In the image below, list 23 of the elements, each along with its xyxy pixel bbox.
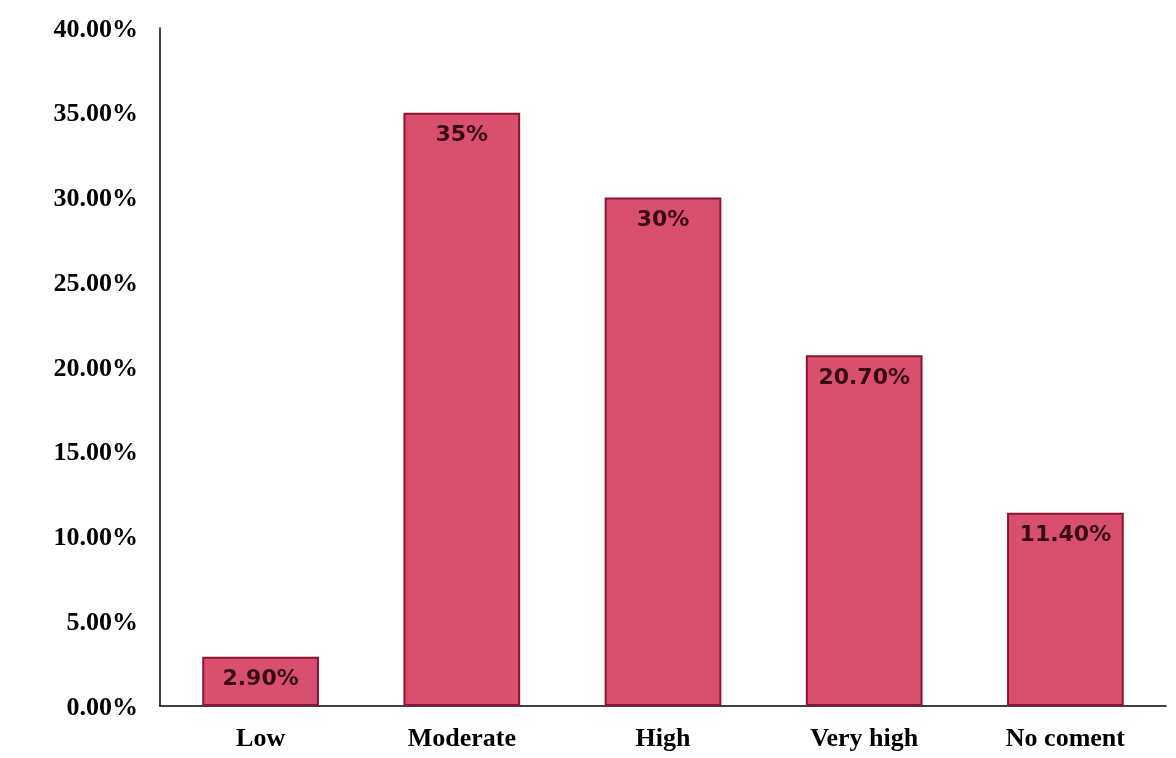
- bar: [403, 112, 521, 706]
- data-label: 11.40%: [1019, 521, 1112, 547]
- bar: [1007, 512, 1124, 706]
- y-tick-label: 30.00%: [53, 183, 138, 212]
- x-tick-label: No coment: [1005, 722, 1126, 752]
- y-tick-label: 35.00%: [53, 98, 138, 128]
- x-tick-label: Low: [236, 722, 286, 752]
- x-tick-label: Very high: [810, 722, 919, 752]
- y-tick-label: 0.00%: [66, 691, 138, 721]
- y-tick-label: 20.00%: [53, 352, 138, 382]
- x-tick-label: Moderate: [407, 722, 516, 752]
- data-label: 30%: [636, 206, 690, 231]
- bar: [604, 197, 722, 706]
- y-tick-label: 15.00%: [53, 437, 138, 467]
- data-label: 35%: [435, 121, 489, 147]
- y-tick-label: 10.00%: [53, 522, 138, 551]
- y-tick-label: 40.00%: [53, 13, 138, 43]
- bar: [805, 355, 923, 706]
- x-tick-label: High: [635, 722, 691, 752]
- y-tick-label: 25.00%: [53, 267, 138, 297]
- data-label: 20.70%: [818, 363, 911, 389]
- y-tick-label: 5.00%: [66, 606, 138, 636]
- data-label: 2.90%: [222, 665, 299, 691]
